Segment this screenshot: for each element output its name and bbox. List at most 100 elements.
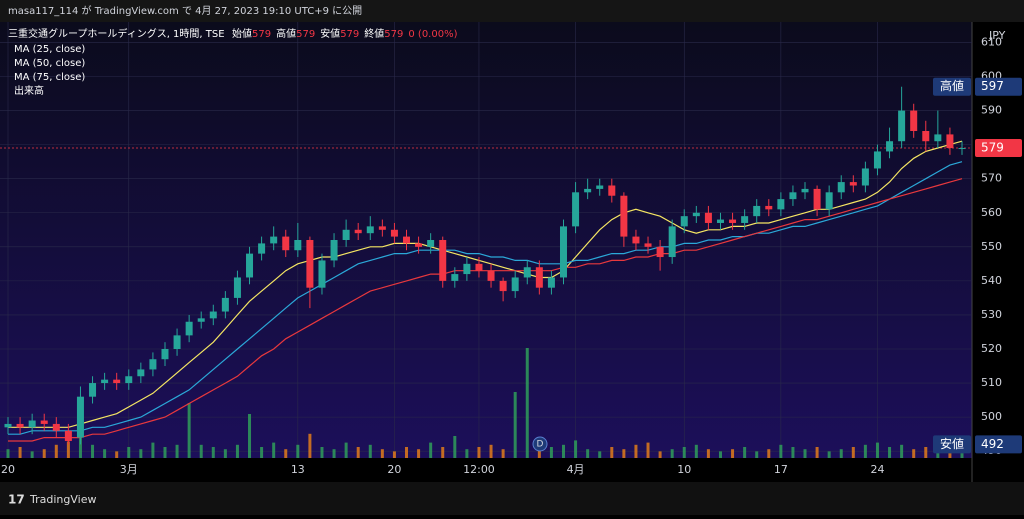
candle-body bbox=[475, 263, 483, 271]
volume-bar bbox=[18, 447, 22, 458]
volume-bar bbox=[622, 449, 626, 458]
volume-bar bbox=[791, 447, 795, 458]
volume-bar bbox=[151, 442, 155, 458]
event-marker[interactable] bbox=[532, 436, 548, 452]
candle-body bbox=[246, 253, 254, 278]
candle-body bbox=[342, 229, 350, 240]
volume-bar bbox=[103, 449, 107, 458]
candle-body bbox=[849, 182, 857, 186]
ma-line bbox=[8, 178, 963, 442]
badge-label-bg bbox=[933, 77, 971, 96]
volume-bar bbox=[54, 444, 58, 458]
volume-bar bbox=[296, 444, 300, 458]
ohlc-label: 終値 bbox=[364, 27, 384, 40]
candle-body bbox=[813, 188, 821, 210]
volume-bar bbox=[875, 442, 879, 458]
candle-body bbox=[173, 335, 181, 349]
candle-body bbox=[704, 212, 712, 223]
candle-body bbox=[910, 110, 918, 131]
y-tick-label: 570 bbox=[981, 172, 1002, 185]
badge-value: 579 bbox=[981, 141, 1004, 155]
volume-bar bbox=[175, 444, 179, 458]
candle-body bbox=[390, 229, 398, 237]
volume-bar bbox=[320, 447, 324, 458]
volume-bar bbox=[646, 442, 650, 458]
candle-body bbox=[40, 420, 48, 424]
candle-body bbox=[584, 188, 592, 193]
volume-bar bbox=[731, 449, 735, 458]
volume-bar bbox=[429, 442, 433, 458]
volume-bar bbox=[115, 451, 119, 458]
candle-body bbox=[294, 240, 302, 251]
volume-bar bbox=[235, 444, 239, 458]
volume-bar bbox=[380, 449, 384, 458]
volume-bar bbox=[610, 447, 614, 458]
volume-bar bbox=[368, 444, 372, 458]
logo-icon: 𝟭𝟳 bbox=[8, 493, 25, 507]
volume-bar bbox=[586, 449, 590, 458]
candle-body bbox=[692, 212, 700, 217]
volume-bar bbox=[815, 447, 819, 458]
candle-body bbox=[765, 205, 773, 210]
candle-body bbox=[777, 199, 785, 210]
candle-body bbox=[898, 110, 906, 142]
candle-body bbox=[741, 216, 749, 223]
time-axis bbox=[0, 458, 972, 482]
candle-body bbox=[306, 240, 314, 288]
candle-body bbox=[825, 192, 833, 210]
legend-entry: MA (50, close) bbox=[14, 58, 85, 69]
candle-body bbox=[680, 216, 688, 227]
price-badge bbox=[975, 139, 1022, 158]
y-tick-label: 550 bbox=[981, 240, 1002, 253]
candle-body bbox=[656, 246, 664, 258]
x-tick-label: 20 bbox=[387, 463, 401, 476]
legend-entry: MA (75, close) bbox=[14, 72, 85, 83]
ohlc-label: 高値 bbox=[276, 27, 296, 40]
watermark: TradingView bbox=[29, 493, 96, 506]
volume-bar bbox=[827, 451, 831, 458]
candle-body bbox=[934, 134, 942, 142]
y-tick-label: 500 bbox=[981, 410, 1002, 423]
footer bbox=[0, 482, 1024, 515]
candle-body bbox=[101, 379, 109, 384]
candle-body bbox=[89, 383, 97, 397]
volume-bar bbox=[598, 451, 602, 458]
candle-body bbox=[487, 270, 495, 281]
candle-body bbox=[523, 267, 531, 278]
volume-bar bbox=[658, 451, 662, 458]
volume-bar bbox=[670, 449, 674, 458]
candle-body bbox=[535, 267, 543, 288]
volume-bar bbox=[900, 444, 904, 458]
candle-body bbox=[596, 185, 604, 189]
x-tick-label: 17 bbox=[774, 463, 788, 476]
candle-body bbox=[753, 205, 761, 217]
header: masa117_114 が TradingView.com で 4月 27, 2… bbox=[8, 4, 362, 17]
volume-bar bbox=[30, 451, 34, 458]
volume-bar bbox=[356, 447, 360, 458]
y-tick-label: 610 bbox=[981, 35, 1002, 48]
candle-body bbox=[378, 226, 386, 230]
volume-bar bbox=[187, 403, 191, 458]
candle-body bbox=[415, 243, 423, 247]
volume-bar bbox=[718, 451, 722, 458]
top-bar bbox=[0, 0, 1024, 22]
candle-body bbox=[861, 168, 869, 186]
candle-body bbox=[137, 369, 145, 377]
candle-body bbox=[233, 277, 241, 298]
y-tick-label: 530 bbox=[981, 308, 1002, 321]
volume-bar bbox=[405, 447, 409, 458]
volume-bar bbox=[779, 444, 783, 458]
volume-bar bbox=[694, 444, 698, 458]
candle-body bbox=[668, 226, 676, 258]
candle-body bbox=[886, 141, 894, 152]
ohlc-label: 始値 bbox=[232, 27, 252, 40]
ohlc-value: 579 bbox=[252, 29, 271, 40]
candle-body bbox=[559, 226, 567, 278]
candle-body bbox=[427, 240, 435, 247]
price-badge bbox=[975, 435, 1022, 454]
volume-bar bbox=[417, 449, 421, 458]
ohlc-value: 579 bbox=[384, 29, 403, 40]
volume-bar bbox=[308, 433, 312, 458]
candle-body bbox=[197, 318, 205, 322]
currency: JPY bbox=[988, 29, 1006, 42]
